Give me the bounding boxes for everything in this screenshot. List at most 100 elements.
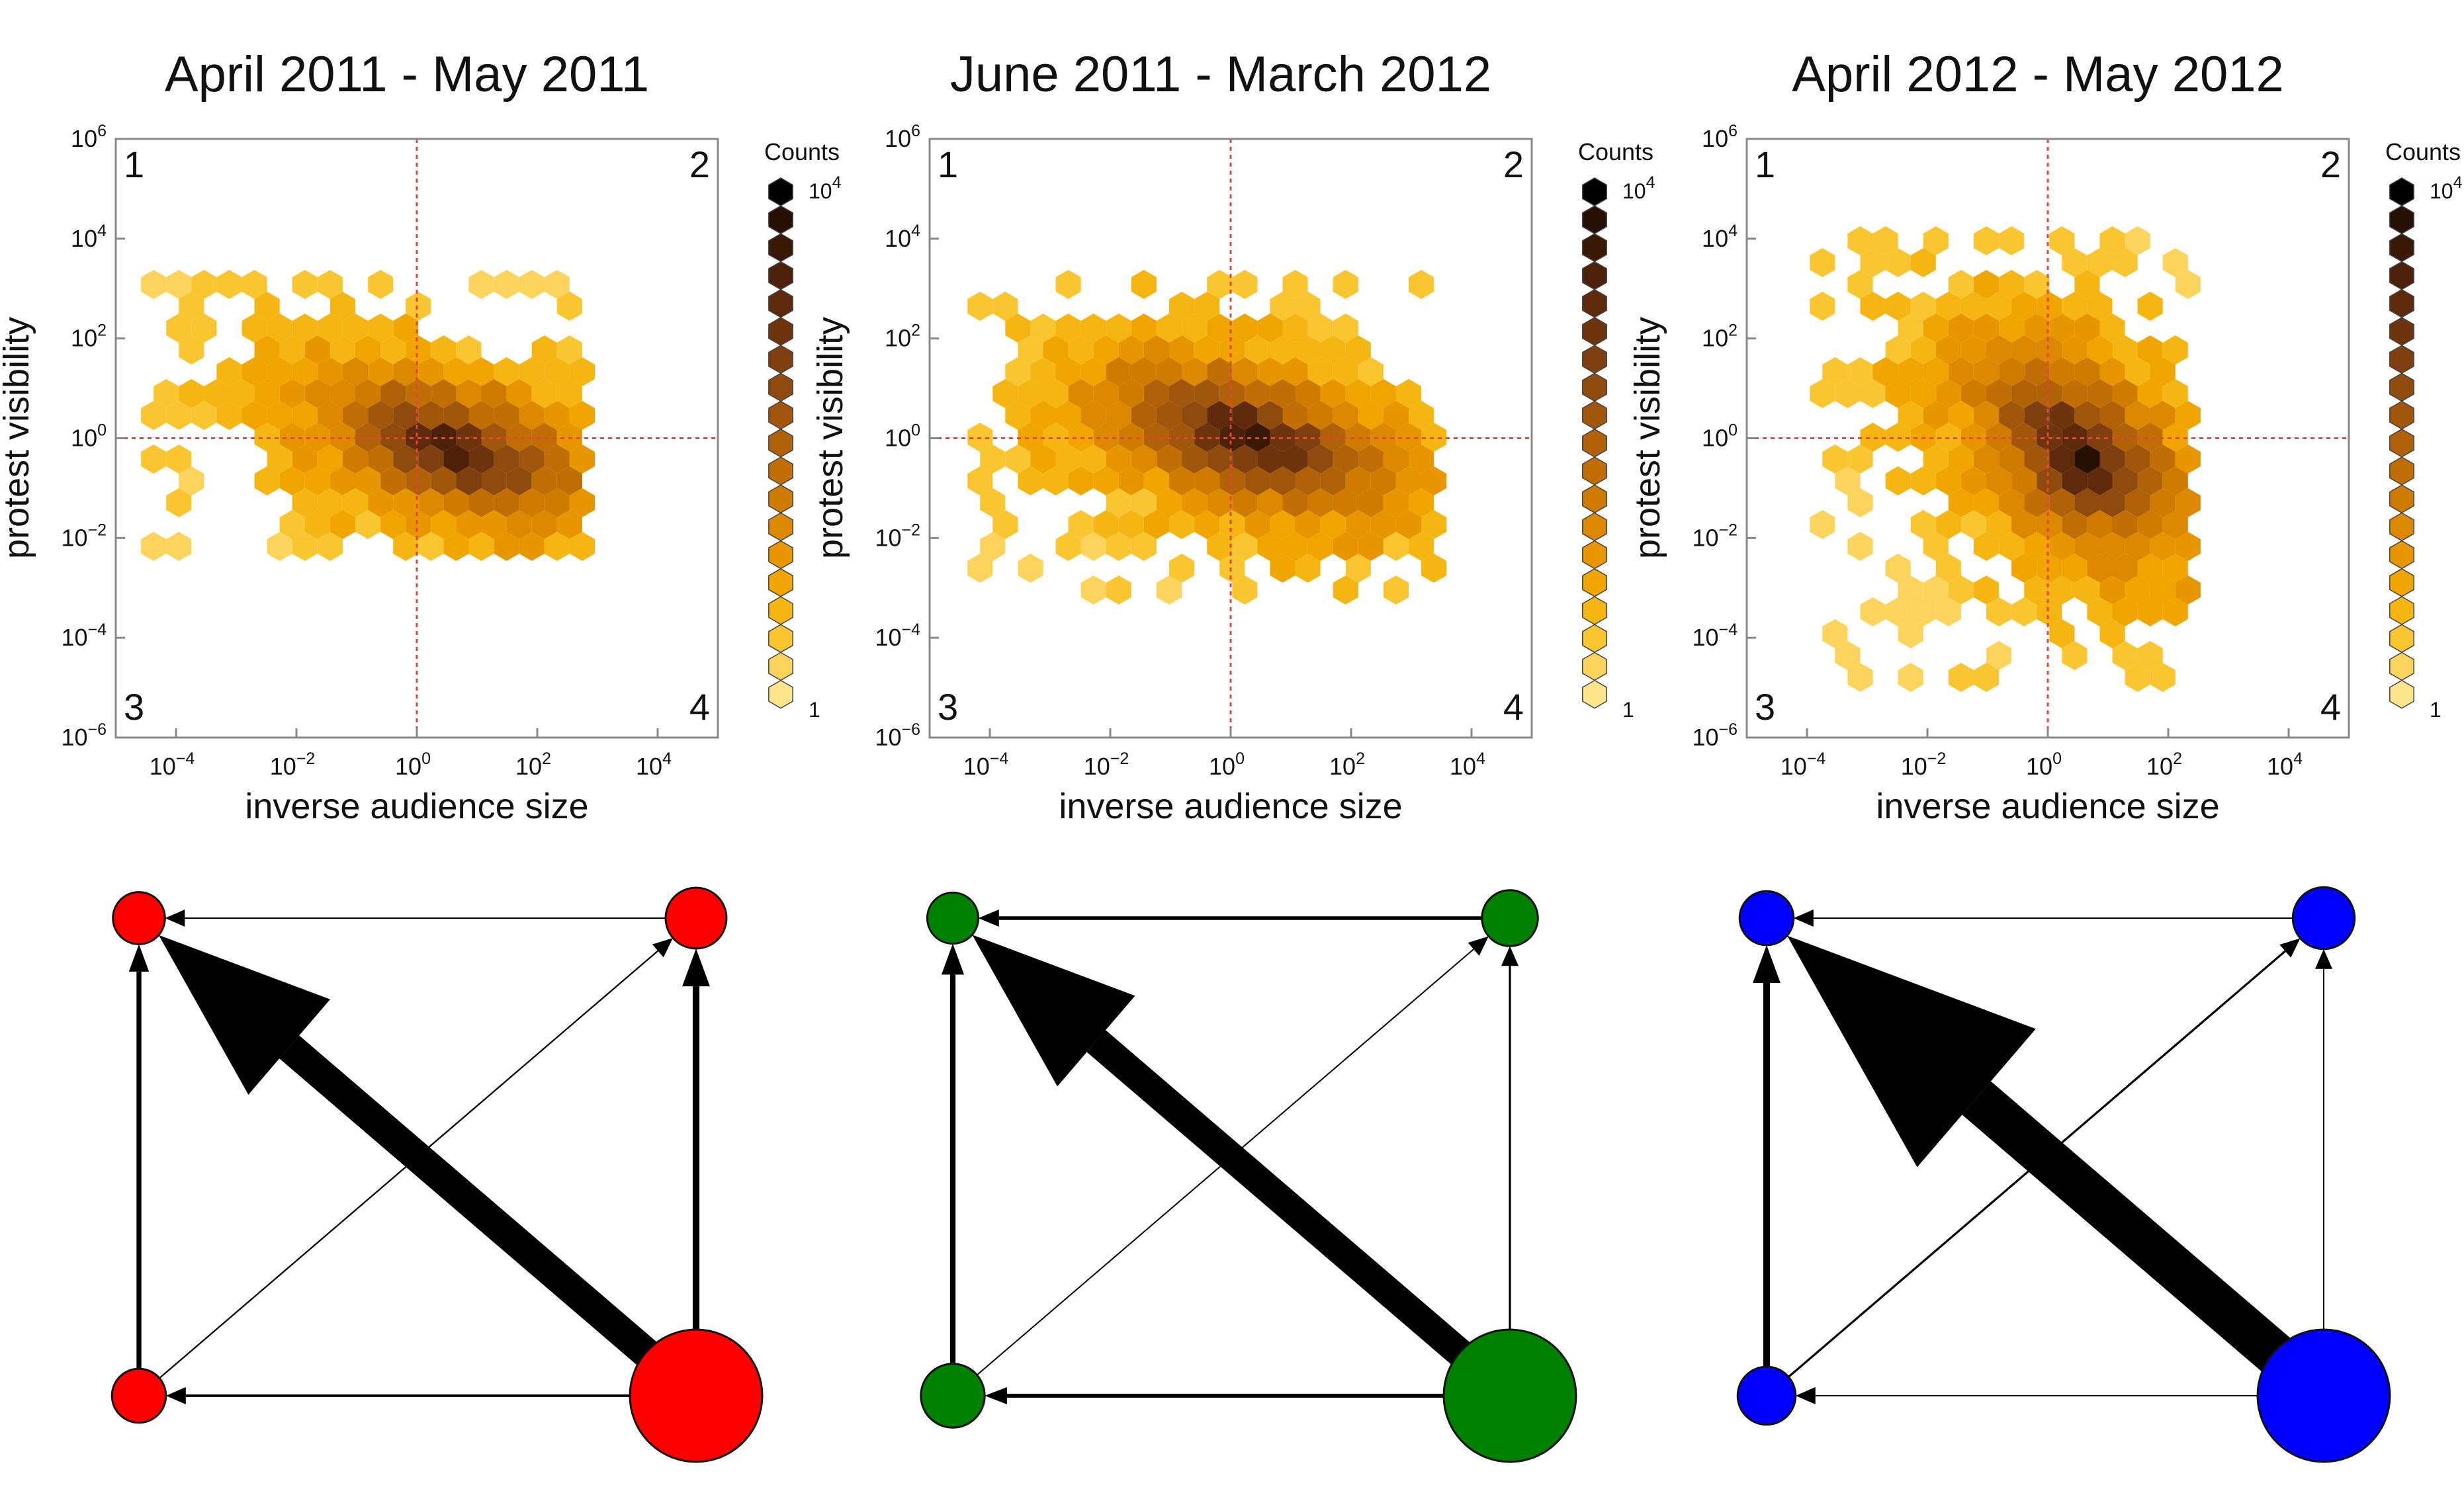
hexbin-cell xyxy=(242,314,267,343)
hexbin-cell xyxy=(406,292,431,321)
colorbar: Counts 104 1 xyxy=(1578,138,1655,722)
hexbin-cell xyxy=(1245,335,1270,364)
hexbin-cell xyxy=(1207,532,1233,561)
y-tick-label: 10−4 xyxy=(875,620,920,651)
hexbin-cell xyxy=(1093,335,1119,364)
hexbin-cell xyxy=(355,379,381,408)
hexbin-cell xyxy=(1370,510,1396,539)
hexbin-cell xyxy=(1055,445,1081,474)
hexbin-cell xyxy=(1295,335,1321,364)
quadrant-label-2: 2 xyxy=(2320,144,2341,185)
colorbar-swatch xyxy=(1582,345,1607,374)
hexbin-cell xyxy=(1333,270,1358,299)
hexbin-cell xyxy=(1810,510,1835,539)
hexbin-cell xyxy=(1207,357,1233,386)
hexbin-cell xyxy=(2037,466,2062,495)
hexbin-cell xyxy=(342,488,369,517)
hexbin-cell xyxy=(1935,379,1961,408)
hexbin-cell xyxy=(494,401,519,430)
panel-title: April 2012 - May 2012 xyxy=(1792,46,2284,103)
hexbin-cell xyxy=(992,510,1018,539)
hexbin-cell xyxy=(1383,575,1409,605)
hexbin-cell xyxy=(1106,445,1131,474)
hexbin-cell xyxy=(1345,466,1371,495)
hexbin-cell xyxy=(292,488,318,517)
colorbar-max-label: 104 xyxy=(809,173,842,203)
hexbin-cell xyxy=(2074,270,2100,299)
colorbar-swatch xyxy=(2389,624,2414,654)
hexbin-cell xyxy=(393,532,419,561)
hexbin-cell xyxy=(468,401,494,430)
hexbin-cell xyxy=(1935,554,1961,583)
hexbin-cell xyxy=(292,314,318,343)
quadrant-label-3: 3 xyxy=(938,686,958,728)
hexbin-cell xyxy=(431,466,457,495)
hexbin-cell xyxy=(1257,445,1283,474)
colorbar-swatch xyxy=(1582,568,1607,597)
hexbin-cell xyxy=(1143,466,1169,495)
hexbin-cell xyxy=(1005,445,1031,474)
hexbin-cell xyxy=(1270,510,1296,539)
hexbin-cell xyxy=(494,488,519,517)
hexbin-cell xyxy=(1999,445,2025,474)
hexbin-cell xyxy=(1169,423,1195,452)
hexbin-cell xyxy=(2150,445,2176,474)
edge-3-to-2 xyxy=(1772,950,2286,1391)
hexbin-cell xyxy=(317,357,343,386)
hexbin-cell xyxy=(2150,575,2176,605)
hexbin-cell xyxy=(1219,554,1245,583)
hexbin-cell xyxy=(2150,401,2176,430)
hexbin-cell xyxy=(1169,379,1195,408)
panel-title: April 2011 - May 2011 xyxy=(165,46,649,103)
hexbin-cell xyxy=(342,401,369,430)
hexbin-cell xyxy=(418,357,444,386)
edge-3-to-2 xyxy=(959,949,1474,1390)
hexbin-cell xyxy=(1043,466,1069,495)
hexbin-cell xyxy=(1910,292,1936,321)
hexbin-cell xyxy=(1948,575,1974,605)
hexbin-cell xyxy=(1245,466,1270,495)
hexbin-cell xyxy=(330,510,355,539)
hexbin-cell xyxy=(406,335,431,364)
hexbin-cell xyxy=(2112,423,2138,452)
hexbin-cell xyxy=(519,401,545,430)
hexbin-cell xyxy=(1847,270,1873,299)
hexbin-cell xyxy=(2037,597,2062,626)
node-quadrant-3 xyxy=(920,1363,986,1429)
arrowhead-3-to-2 xyxy=(2279,938,2301,958)
hexbin-cell xyxy=(1960,423,1986,452)
hexbin-cell xyxy=(1822,619,1848,648)
hexbin-cell xyxy=(292,270,318,299)
node-quadrant-3 xyxy=(110,1367,167,1424)
colorbar-swatch xyxy=(768,652,793,681)
hexbin-cell xyxy=(2062,248,2088,277)
hexbin-cell xyxy=(1885,554,1911,583)
hexbin-cell xyxy=(1118,510,1144,539)
hexbin-cell xyxy=(2112,379,2138,408)
hexbin-cell xyxy=(1068,466,1094,495)
hexbin-cell xyxy=(166,532,192,561)
hexbin-cell xyxy=(1973,575,2000,605)
node-quadrant-2 xyxy=(2291,886,2356,951)
hexbin-cell xyxy=(1207,270,1233,299)
hexbin-cell xyxy=(443,532,469,561)
hexbin-cell xyxy=(992,292,1018,321)
hexbin-cell xyxy=(304,335,330,364)
hexbin-cell xyxy=(531,510,557,539)
hexbin-cell xyxy=(2175,488,2201,517)
hexbin-cell xyxy=(1307,445,1333,474)
quadrant-label-4: 4 xyxy=(689,686,710,728)
hexbin-cell xyxy=(494,445,519,474)
y-tick-label: 102 xyxy=(71,321,107,352)
hexbin-cell xyxy=(1898,619,1923,648)
colorbar-swatch xyxy=(2389,484,2414,514)
hexbin-cell xyxy=(1232,575,1258,605)
hexbin-cell xyxy=(1093,466,1119,495)
hexbin-cell xyxy=(1421,466,1447,495)
hexbin-cell xyxy=(1383,401,1409,430)
colorbar-swatch xyxy=(768,484,793,514)
hexbin-cell xyxy=(355,335,381,364)
hexbin-cell xyxy=(2074,445,2100,474)
colorbar-swatch xyxy=(2389,596,2414,625)
hexbin-panel-3: April 2012 - May 2012 10−6 10−4 10−2 100 102… xyxy=(1628,46,2463,826)
